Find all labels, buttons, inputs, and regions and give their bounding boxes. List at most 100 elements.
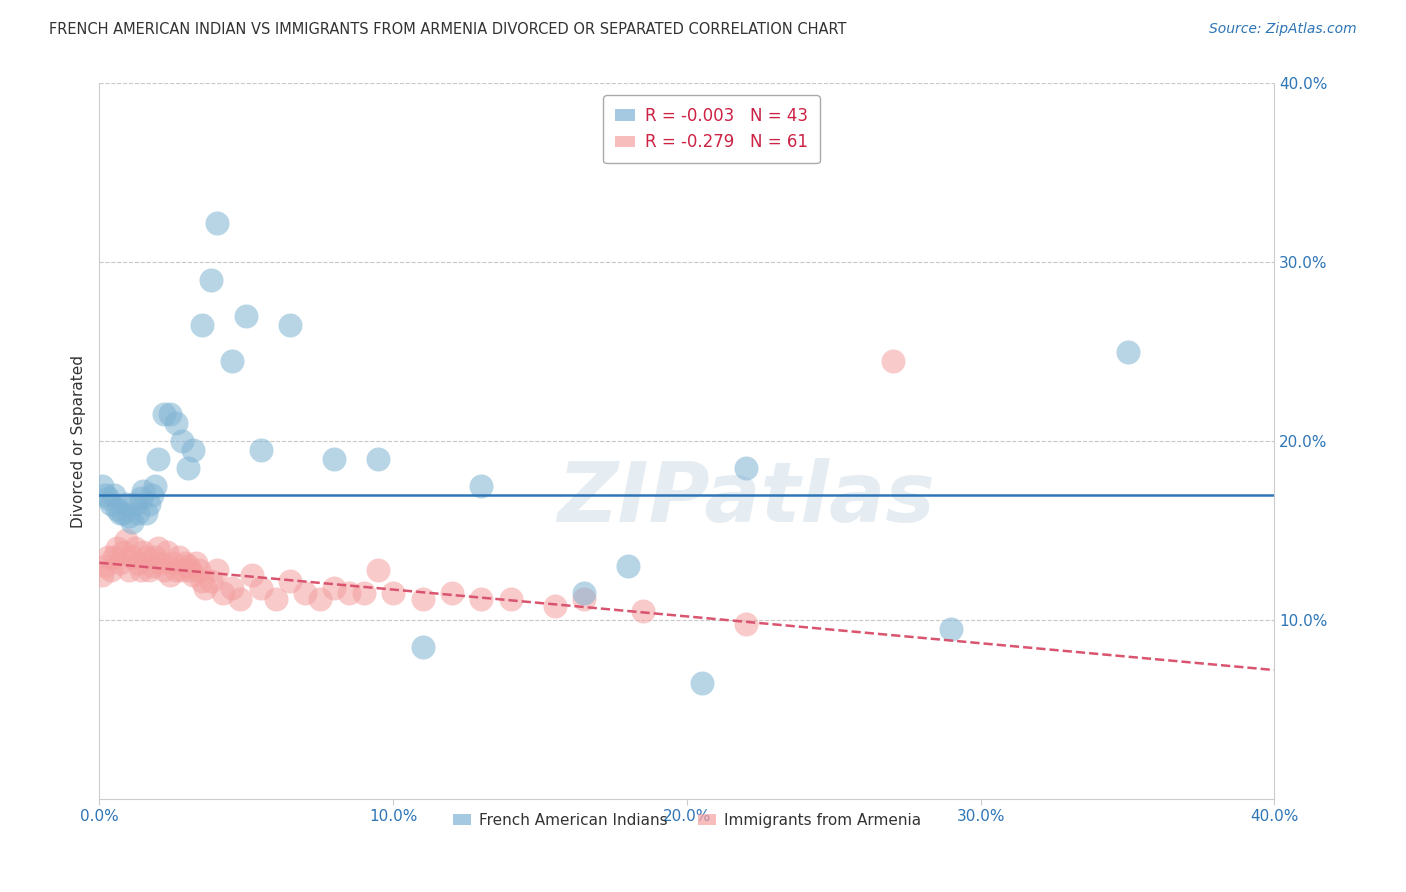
Point bbox=[1116, 344, 1139, 359]
Point bbox=[176, 559, 198, 574]
Point bbox=[572, 591, 595, 606]
Point bbox=[143, 550, 166, 565]
Point bbox=[186, 556, 208, 570]
Point bbox=[156, 545, 179, 559]
Point bbox=[121, 550, 143, 565]
Point bbox=[127, 506, 149, 520]
Point bbox=[280, 318, 302, 332]
Point bbox=[183, 568, 205, 582]
Point bbox=[170, 434, 193, 449]
Point bbox=[141, 488, 163, 502]
Point bbox=[499, 591, 522, 606]
Point bbox=[323, 452, 346, 467]
Point bbox=[191, 318, 214, 332]
Point bbox=[150, 556, 173, 570]
Point bbox=[734, 616, 756, 631]
Point bbox=[148, 452, 170, 467]
Point bbox=[179, 563, 201, 577]
Text: ZIPatlas: ZIPatlas bbox=[557, 458, 935, 539]
Point bbox=[115, 497, 138, 511]
Text: Source: ZipAtlas.com: Source: ZipAtlas.com bbox=[1209, 22, 1357, 37]
Point bbox=[470, 591, 492, 606]
Point bbox=[617, 559, 640, 574]
Point bbox=[124, 541, 146, 556]
Point bbox=[94, 488, 117, 502]
Point bbox=[176, 461, 198, 475]
Point bbox=[308, 591, 330, 606]
Point bbox=[105, 541, 128, 556]
Point bbox=[167, 550, 190, 565]
Point bbox=[440, 586, 463, 600]
Point bbox=[118, 509, 141, 524]
Point bbox=[200, 574, 222, 588]
Point bbox=[135, 506, 157, 520]
Point bbox=[194, 581, 217, 595]
Point bbox=[367, 452, 389, 467]
Point bbox=[138, 497, 160, 511]
Point bbox=[153, 563, 176, 577]
Point bbox=[250, 581, 273, 595]
Point bbox=[382, 586, 405, 600]
Legend: French American Indians, Immigrants from Armenia: French American Indians, Immigrants from… bbox=[447, 807, 927, 834]
Point bbox=[294, 586, 316, 600]
Point bbox=[412, 640, 434, 654]
Point bbox=[250, 443, 273, 458]
Point bbox=[165, 563, 187, 577]
Point bbox=[572, 586, 595, 600]
Point bbox=[135, 550, 157, 565]
Point bbox=[138, 563, 160, 577]
Point bbox=[111, 506, 134, 520]
Point bbox=[97, 491, 120, 506]
Point bbox=[470, 479, 492, 493]
Point bbox=[127, 556, 149, 570]
Point bbox=[100, 497, 122, 511]
Point bbox=[337, 586, 360, 600]
Point bbox=[143, 479, 166, 493]
Point bbox=[103, 550, 125, 565]
Point bbox=[121, 515, 143, 529]
Point bbox=[97, 550, 120, 565]
Point bbox=[205, 563, 228, 577]
Point bbox=[162, 556, 184, 570]
Point bbox=[94, 559, 117, 574]
Point bbox=[412, 591, 434, 606]
Point bbox=[115, 533, 138, 547]
Point bbox=[280, 574, 302, 588]
Point bbox=[734, 461, 756, 475]
Point bbox=[191, 574, 214, 588]
Point bbox=[183, 443, 205, 458]
Point bbox=[159, 568, 181, 582]
Text: FRENCH AMERICAN INDIAN VS IMMIGRANTS FROM ARMENIA DIVORCED OR SEPARATED CORRELAT: FRENCH AMERICAN INDIAN VS IMMIGRANTS FRO… bbox=[49, 22, 846, 37]
Point bbox=[882, 353, 904, 368]
Point bbox=[91, 479, 114, 493]
Point bbox=[103, 488, 125, 502]
Y-axis label: Divorced or Separated: Divorced or Separated bbox=[72, 355, 86, 528]
Point bbox=[105, 502, 128, 516]
Point bbox=[108, 556, 131, 570]
Point bbox=[229, 591, 252, 606]
Point bbox=[129, 563, 152, 577]
Point bbox=[165, 416, 187, 430]
Point bbox=[631, 604, 654, 618]
Point bbox=[170, 563, 193, 577]
Point bbox=[173, 556, 195, 570]
Point bbox=[159, 407, 181, 421]
Point bbox=[111, 545, 134, 559]
Point bbox=[118, 563, 141, 577]
Point bbox=[240, 568, 263, 582]
Point bbox=[353, 586, 375, 600]
Point bbox=[129, 491, 152, 506]
Point bbox=[124, 497, 146, 511]
Point bbox=[221, 581, 243, 595]
Point bbox=[141, 559, 163, 574]
Point bbox=[148, 541, 170, 556]
Point bbox=[264, 591, 287, 606]
Point bbox=[132, 545, 155, 559]
Point bbox=[100, 563, 122, 577]
Point bbox=[323, 581, 346, 595]
Point bbox=[108, 506, 131, 520]
Point bbox=[941, 622, 963, 636]
Point bbox=[221, 353, 243, 368]
Point bbox=[91, 568, 114, 582]
Point bbox=[211, 586, 233, 600]
